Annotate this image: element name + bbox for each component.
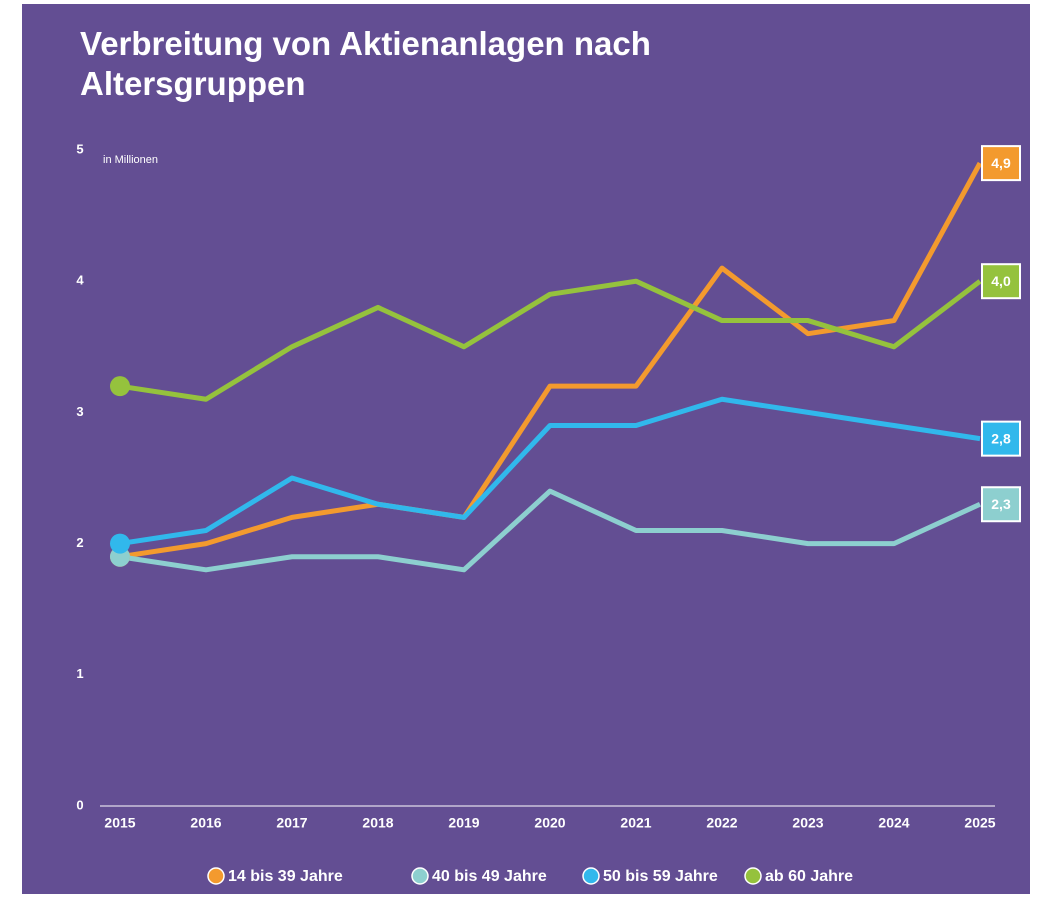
y-tick-label: 1 [76,666,83,681]
legend-label: 40 bis 49 Jahre [432,868,547,885]
y-tick-label: 5 [76,141,83,156]
x-tick-label: 2020 [534,815,565,831]
value-label-box [981,263,1021,300]
legend-swatch [582,867,600,885]
y-tick-label: 2 [76,535,83,550]
x-tick-label: 2018 [362,815,393,831]
legend-label: ab 60 Jahre [765,868,853,885]
value-label: 4,9 [991,155,1011,171]
series-line [119,396,981,547]
series-line [119,488,982,573]
y-tick-label: 4 [76,273,84,288]
x-tick-label: 2025 [964,815,995,831]
x-tick-label: 2021 [620,815,651,831]
legend-label: 14 bis 39 Jahre [228,868,343,885]
start-point [110,533,130,554]
y-tick-label: 3 [76,404,83,419]
x-tick-label: 2023 [792,815,823,831]
x-tick-label: 2024 [878,815,909,831]
value-label-box [981,420,1021,457]
value-label: 2,3 [991,496,1011,512]
x-tick-label: 2015 [104,815,135,831]
x-tick-label: 2016 [190,815,221,831]
value-label-box [981,486,1021,523]
value-label-box [981,145,1021,182]
y-tick-label: 0 [76,797,83,812]
value-label: 2,8 [991,430,1011,446]
legend-label: 50 bis 59 Jahre [603,868,718,885]
legend-swatch [207,867,225,885]
value-label: 4,0 [991,273,1011,289]
x-tick-label: 2017 [276,815,307,831]
legend-swatch [411,867,429,885]
y-axis-label: in Millionen [103,154,158,166]
start-point [110,376,130,397]
x-tick-label: 2019 [448,815,479,831]
x-tick-label: 2022 [706,815,737,831]
chart-title: Verbreitung von Aktienanlagen nach Alter… [80,25,651,102]
series-line [119,278,982,402]
legend-swatch [744,867,762,885]
